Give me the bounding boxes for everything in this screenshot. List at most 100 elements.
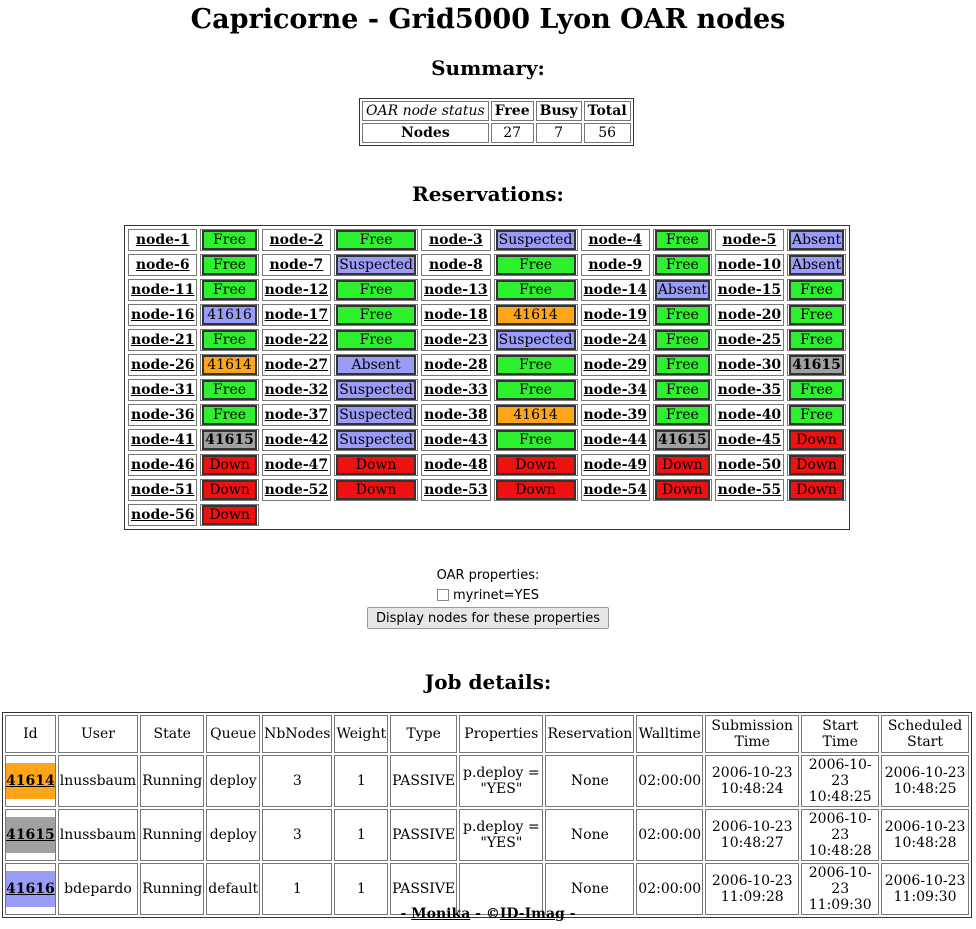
summary-free-count: 27	[490, 123, 534, 143]
node-state-badge: Free	[336, 305, 417, 325]
job-id-link[interactable]: 41616	[6, 871, 55, 907]
jobs-header: Reservation	[545, 715, 635, 753]
job-id-link[interactable]: 41615	[6, 817, 55, 853]
node-cell: node-30	[714, 354, 785, 376]
node-cell: node-46	[128, 454, 198, 476]
reservation-row: node-31 Free node-32 Suspected node-33 Free no…	[128, 379, 846, 401]
node-link[interactable]: node-10	[717, 257, 782, 273]
node-link[interactable]: node-9	[588, 257, 643, 273]
display-nodes-button[interactable]: Display nodes for these properties	[367, 607, 609, 629]
summary-header-free: Free	[490, 101, 534, 121]
node-link[interactable]: node-14	[583, 282, 648, 298]
node-link[interactable]: node-12	[264, 282, 329, 298]
node-link[interactable]: node-32	[264, 382, 329, 398]
node-link[interactable]: node-52	[264, 482, 329, 498]
node-link[interactable]: node-18	[424, 307, 488, 323]
node-link[interactable]: node-27	[264, 357, 329, 373]
node-state-cell: Suspected	[493, 329, 578, 351]
node-link[interactable]: node-35	[717, 382, 782, 398]
node-link[interactable]: node-4	[588, 232, 643, 248]
node-link[interactable]: node-19	[583, 307, 648, 323]
node-state-badge: Down	[789, 430, 844, 450]
job-start-cell: 2006-10-23 10:48:28	[801, 809, 880, 861]
node-link[interactable]: node-20	[717, 307, 782, 323]
node-link[interactable]: node-30	[717, 357, 782, 373]
myrinet-checkbox[interactable]	[437, 589, 450, 601]
node-link[interactable]: node-17	[264, 307, 329, 323]
node-link[interactable]: node-25	[717, 332, 782, 348]
node-link[interactable]: node-50	[717, 457, 782, 473]
node-link[interactable]: node-31	[130, 382, 195, 398]
node-link[interactable]: node-22	[264, 332, 329, 348]
id-imag-link[interactable]: ID-Imag	[499, 906, 565, 922]
node-link[interactable]: node-5	[722, 232, 777, 248]
node-link[interactable]: node-49	[583, 457, 648, 473]
job-state-cell: Running	[140, 809, 205, 861]
job-id-link[interactable]: 41614	[6, 763, 55, 799]
job-queue-cell: deploy	[206, 755, 261, 807]
node-state-badge: Free	[789, 305, 844, 325]
node-link[interactable]: node-16	[130, 307, 195, 323]
jobs-header: NbNodes	[262, 715, 333, 753]
node-link[interactable]: node-39	[583, 407, 648, 423]
node-cell: node-15	[714, 279, 785, 301]
node-link[interactable]: node-28	[424, 357, 488, 373]
footer-sep: - ©	[470, 906, 500, 922]
node-link[interactable]: node-47	[264, 457, 329, 473]
node-link[interactable]: node-54	[583, 482, 648, 498]
node-link[interactable]: node-38	[424, 407, 488, 423]
node-cell: node-28	[421, 354, 491, 376]
node-state-cell: Free	[652, 329, 712, 351]
node-state-cell: Down	[787, 454, 846, 476]
node-state-badge: Free	[789, 405, 844, 425]
node-cell: node-10	[714, 254, 785, 276]
job-properties-cell: p.deploy = "YES"	[459, 755, 544, 807]
node-link[interactable]: node-15	[717, 282, 782, 298]
node-link[interactable]: node-51	[130, 482, 195, 498]
node-cell: node-43	[421, 429, 491, 451]
node-link[interactable]: node-41	[130, 432, 195, 448]
node-link[interactable]: node-2	[269, 232, 324, 248]
node-state-badge: Down	[789, 480, 844, 500]
node-cell: node-12	[261, 279, 332, 301]
node-cell: node-40	[714, 404, 785, 426]
node-link[interactable]: node-8	[428, 257, 483, 273]
node-link[interactable]: node-56	[130, 507, 195, 523]
node-link[interactable]: node-11	[130, 282, 195, 298]
jobs-table: Id User State Queue NbNodes Weight Type Propert…	[2, 712, 972, 918]
node-link[interactable]: node-23	[424, 332, 488, 348]
job-submission-cell: 2006-10-23 11:09:28	[705, 863, 800, 915]
node-state-cell: Free	[200, 379, 259, 401]
node-link[interactable]: node-42	[264, 432, 329, 448]
node-link[interactable]: node-44	[583, 432, 648, 448]
node-cell: node-19	[580, 304, 650, 326]
page-title: Capricorne - Grid5000 Lyon OAR nodes	[190, 4, 786, 35]
node-link[interactable]: node-48	[424, 457, 488, 473]
node-cell: node-37	[261, 404, 332, 426]
node-link[interactable]: node-40	[717, 407, 782, 423]
node-link[interactable]: node-3	[428, 232, 483, 248]
node-link[interactable]: node-46	[130, 457, 195, 473]
node-link[interactable]: node-37	[264, 407, 329, 423]
monika-link[interactable]: Monika	[411, 906, 471, 922]
node-link[interactable]: node-53	[424, 482, 488, 498]
job-walltime-cell: 02:00:00	[636, 809, 704, 861]
node-link[interactable]: node-45	[717, 432, 782, 448]
node-state-badge: Suspected	[336, 405, 417, 425]
node-state-cell: Free	[787, 404, 846, 426]
node-link[interactable]: node-29	[583, 357, 648, 373]
node-link[interactable]: node-55	[717, 482, 782, 498]
node-link[interactable]: node-24	[583, 332, 648, 348]
node-link[interactable]: node-34	[583, 382, 648, 398]
node-link[interactable]: node-43	[424, 432, 488, 448]
node-link[interactable]: node-33	[424, 382, 488, 398]
node-link[interactable]: node-21	[130, 332, 195, 348]
node-link[interactable]: node-26	[130, 357, 195, 373]
node-link[interactable]: node-13	[424, 282, 488, 298]
job-type-cell: PASSIVE	[390, 863, 458, 915]
node-link[interactable]: node-36	[130, 407, 195, 423]
node-cell: node-2	[261, 229, 332, 251]
node-link[interactable]: node-1	[135, 232, 190, 248]
node-link[interactable]: node-6	[135, 257, 190, 273]
node-link[interactable]: node-7	[269, 257, 324, 273]
